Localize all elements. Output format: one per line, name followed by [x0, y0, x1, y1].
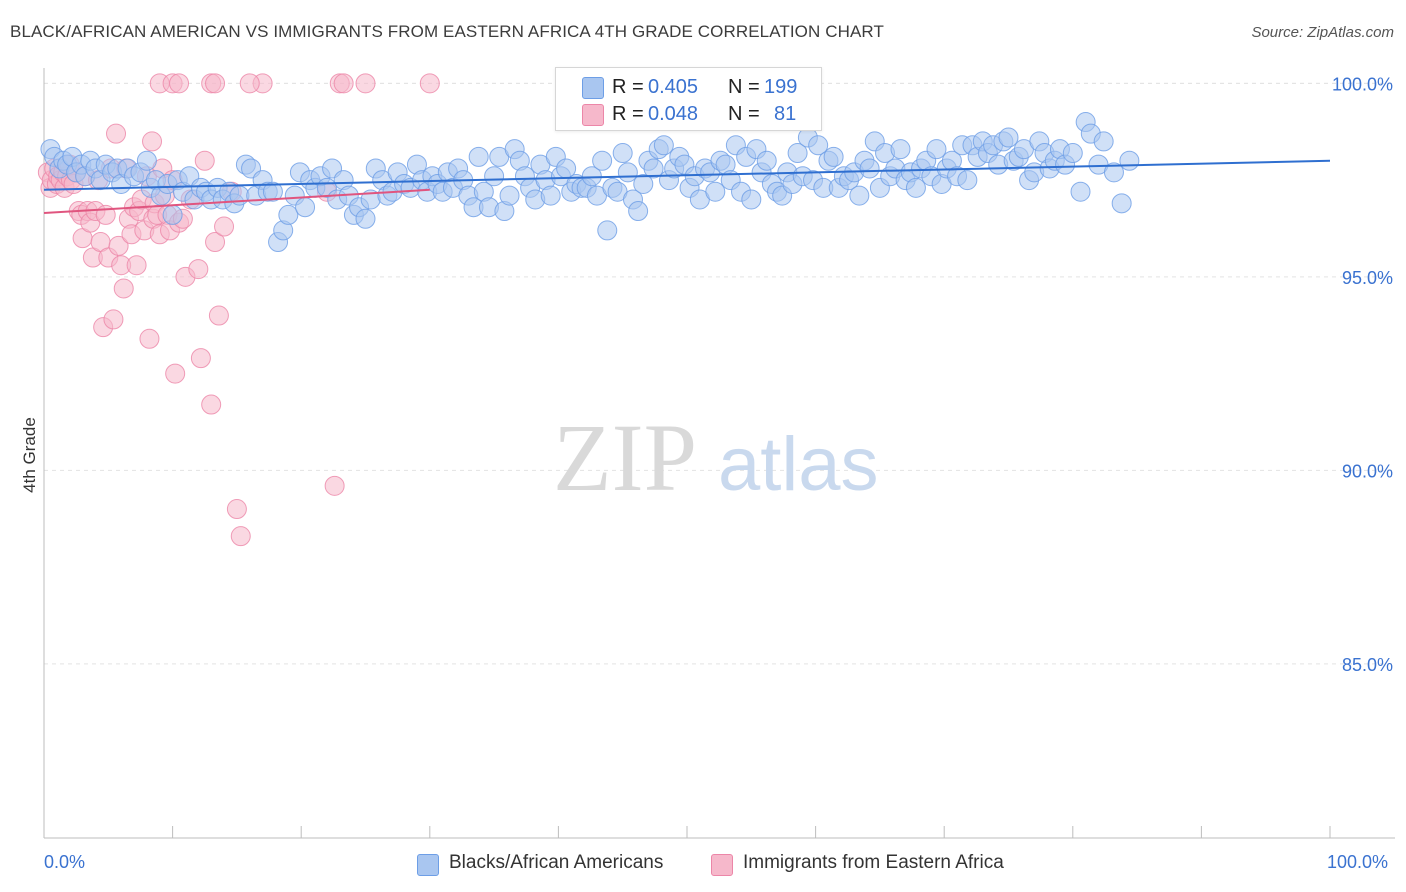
pink-data-point	[230, 526, 251, 547]
blue-data-point	[262, 181, 283, 202]
pink-data-point	[108, 235, 129, 256]
pink-data-point	[324, 475, 345, 496]
blue-data-point	[278, 204, 299, 225]
y-tick-label: 100.0%	[1332, 74, 1393, 94]
blue-series-points	[40, 112, 1140, 253]
legend-n-label: N =	[728, 103, 760, 125]
blue-data-point	[926, 139, 947, 160]
blue-data-point	[617, 162, 638, 183]
blue-data-point	[540, 185, 561, 206]
pink-data-point	[106, 123, 127, 144]
legend-n-value: 81	[774, 103, 797, 125]
blue-data-point	[890, 139, 911, 160]
y-tick-label: 95.0%	[1342, 268, 1393, 288]
legend-n-value: 199	[764, 76, 798, 98]
blue-data-point	[957, 170, 978, 191]
blue-data-point	[484, 166, 505, 187]
y-tick-label: 90.0%	[1342, 461, 1393, 481]
watermark-zip: ZIP	[553, 404, 697, 511]
blue-data-point	[653, 135, 674, 156]
blue-data-point	[1119, 150, 1140, 171]
y-tick-label: 85.0%	[1342, 655, 1393, 675]
blue-data-point	[849, 185, 870, 206]
pink-series-points	[37, 73, 440, 547]
pink-data-point	[205, 73, 226, 94]
blue-data-point	[499, 185, 520, 206]
y-axis-label: 4th Grade	[20, 417, 39, 493]
pink-data-point	[226, 499, 247, 520]
blue-data-point	[1062, 143, 1083, 164]
blue-data-point	[741, 189, 762, 210]
blue-data-point	[823, 146, 844, 167]
stats-legend: R = 0.405 N = 199 R = 0.048 N = 81	[555, 67, 822, 131]
pink-data-point	[113, 278, 134, 299]
blue-data-point	[162, 204, 183, 225]
blue-data-point	[295, 197, 316, 218]
chart-source: Source: ZipAtlas.com	[1251, 24, 1394, 41]
pink-data-point	[194, 150, 215, 171]
blue-data-point	[859, 158, 880, 179]
blue-data-point	[1103, 162, 1124, 183]
watermark-atlas: atlas	[718, 422, 879, 507]
blue-data-point	[787, 143, 808, 164]
blue-data-point	[136, 150, 157, 171]
bottom-legend-swatch-blue	[417, 854, 439, 876]
pink-data-point	[142, 131, 163, 152]
bottom-legend-swatch-pink	[711, 854, 733, 876]
bottom-legend-label: Immigrants from Eastern Africa	[743, 852, 1004, 873]
watermark: ZIP atlas	[553, 404, 879, 511]
blue-data-point	[597, 220, 618, 241]
pink-data-point	[239, 73, 260, 94]
legend-r-label: R =	[612, 76, 644, 98]
pink-data-point	[169, 73, 190, 94]
trend-lines	[43, 159, 1331, 214]
chart-title: BLACK/AFRICAN AMERICAN VS IMMIGRANTS FRO…	[10, 22, 884, 41]
pink-data-point	[165, 363, 186, 384]
pink-data-point	[205, 232, 226, 253]
legend-r-label: R =	[612, 103, 644, 125]
legend-r-value: 0.405	[648, 76, 699, 98]
pink-data-point	[419, 73, 440, 94]
blue-data-point	[705, 181, 726, 202]
bottom-legend-label: Blacks/African Americans	[449, 852, 664, 873]
blue-data-point	[643, 158, 664, 179]
pink-data-point	[188, 259, 209, 280]
blue-data-point	[468, 146, 489, 167]
bottom-legend: Blacks/African Americans Immigrants from…	[0, 852, 1406, 878]
blue-data-point	[998, 127, 1019, 148]
pink-data-point	[126, 255, 147, 276]
pink-data-point	[355, 73, 376, 94]
blue-data-point	[905, 177, 926, 198]
x-tick-label-max: 100.0%	[1327, 852, 1389, 872]
blue-data-point	[355, 208, 376, 229]
pink-data-point	[190, 348, 211, 369]
legend-swatch-pink	[582, 104, 604, 126]
y-tick-labels: 85.0% 90.0% 95.0% 100.0%	[1332, 74, 1393, 675]
pink-data-point	[139, 328, 160, 349]
blue-data-point	[592, 150, 613, 171]
blue-data-point	[1070, 181, 1091, 202]
blue-data-point	[1111, 193, 1132, 214]
legend-n-label: N =	[728, 76, 760, 98]
blue-trend-line	[43, 159, 1331, 191]
blue-data-point	[756, 150, 777, 171]
blue-data-point	[1093, 131, 1114, 152]
legend-r-value: 0.048	[648, 103, 699, 125]
x-tick-label-min: 0.0%	[44, 852, 86, 872]
blue-data-point	[612, 143, 633, 164]
blue-data-point	[808, 135, 829, 156]
pink-data-point	[201, 394, 222, 415]
blue-data-point	[633, 173, 654, 194]
axis-layer	[43, 68, 1395, 839]
blue-data-point	[628, 201, 649, 222]
pink-data-point	[214, 216, 235, 237]
pink-data-point	[103, 309, 124, 330]
pink-data-point	[208, 305, 229, 326]
legend-swatch-blue	[582, 77, 604, 99]
pink-data-point	[333, 73, 354, 94]
pink-trend-line	[43, 188, 430, 214]
